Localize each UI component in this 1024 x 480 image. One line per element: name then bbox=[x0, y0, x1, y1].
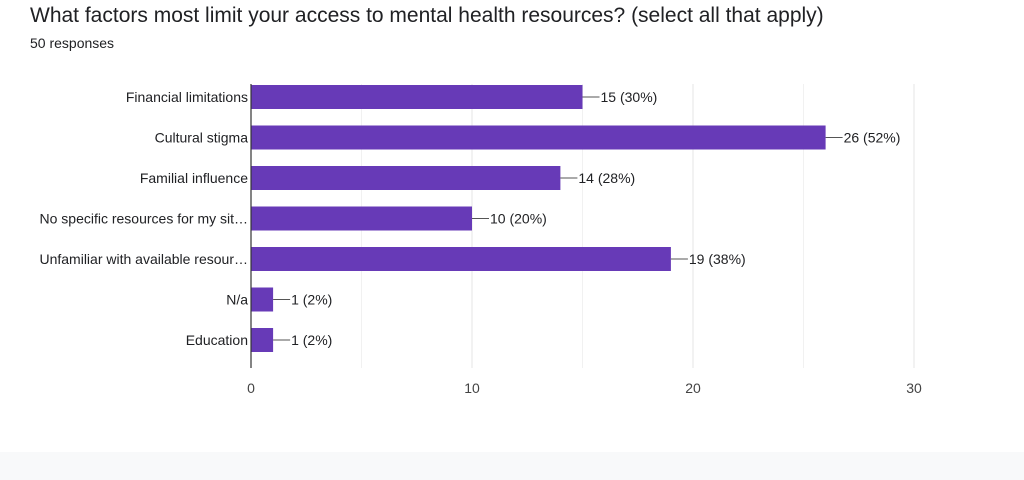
footer-band bbox=[0, 452, 1024, 480]
value-label: 10 (20%) bbox=[490, 211, 547, 227]
category-label: Familial influence bbox=[140, 170, 248, 186]
category-label: Cultural stigma bbox=[155, 130, 249, 146]
bar bbox=[251, 287, 274, 312]
category-label: Financial limitations bbox=[126, 89, 248, 105]
category-label: No specific resources for my sit… bbox=[40, 211, 249, 227]
x-tick-label: 10 bbox=[464, 380, 480, 396]
value-label: 15 (30%) bbox=[601, 89, 658, 105]
x-tick-label: 30 bbox=[906, 380, 922, 396]
x-tick-label: 20 bbox=[685, 380, 701, 396]
value-label: 1 (2%) bbox=[291, 292, 332, 308]
category-label: N/a bbox=[226, 292, 248, 308]
category-label: Education bbox=[186, 332, 248, 348]
bar-chart: 0 10 20 30 Financial limitations 15 (30%) Cult… bbox=[39, 84, 922, 396]
bar bbox=[251, 166, 561, 190]
question-title: What factors most limit your access to m… bbox=[30, 4, 824, 27]
category-label: Unfamiliar with available resour… bbox=[39, 251, 248, 267]
bar bbox=[251, 85, 583, 109]
bar bbox=[251, 247, 671, 271]
bar bbox=[251, 328, 274, 352]
value-label: 1 (2%) bbox=[291, 332, 332, 348]
bar bbox=[251, 206, 472, 231]
response-count: 50 responses bbox=[30, 35, 115, 51]
bar bbox=[251, 125, 826, 150]
x-tick-label: 0 bbox=[247, 380, 255, 396]
value-label: 19 (38%) bbox=[689, 251, 746, 267]
value-label: 26 (52%) bbox=[844, 130, 901, 146]
value-label: 14 (28%) bbox=[578, 170, 635, 186]
